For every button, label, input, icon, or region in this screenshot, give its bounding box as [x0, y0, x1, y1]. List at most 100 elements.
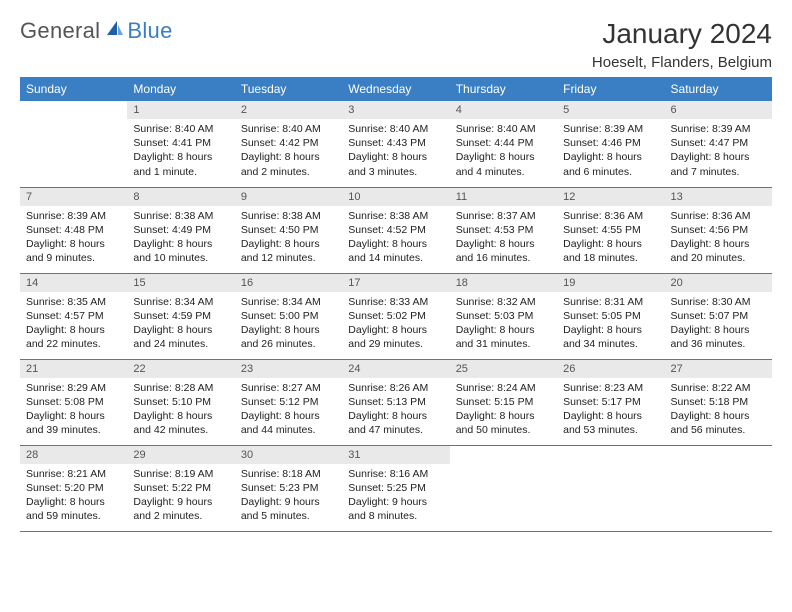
day-detail-line: Sunrise: 8:40 AM: [133, 122, 228, 136]
day-detail-line: Sunrise: 8:22 AM: [671, 381, 766, 395]
day-detail-line: Sunrise: 8:32 AM: [456, 295, 551, 309]
calendar-header-row: SundayMondayTuesdayWednesdayThursdayFrid…: [20, 77, 772, 101]
day-number: 12: [557, 188, 664, 206]
weekday-header: Sunday: [20, 77, 127, 101]
calendar-week-row: 28Sunrise: 8:21 AMSunset: 5:20 PMDayligh…: [20, 445, 772, 531]
day-number: 9: [235, 188, 342, 206]
calendar-day-cell: 14Sunrise: 8:35 AMSunset: 4:57 PMDayligh…: [20, 273, 127, 359]
calendar-day-cell: 3Sunrise: 8:40 AMSunset: 4:43 PMDaylight…: [342, 101, 449, 187]
day-detail-line: Sunrise: 8:31 AM: [563, 295, 658, 309]
day-number: 8: [127, 188, 234, 206]
day-number: 2: [235, 101, 342, 119]
day-detail-line: Daylight: 8 hours and 3 minutes.: [348, 150, 443, 178]
day-detail-line: Daylight: 9 hours and 5 minutes.: [241, 495, 336, 523]
calendar-day-cell: 8Sunrise: 8:38 AMSunset: 4:49 PMDaylight…: [127, 187, 234, 273]
day-detail-line: Sunrise: 8:38 AM: [348, 209, 443, 223]
day-detail-line: Daylight: 8 hours and 47 minutes.: [348, 409, 443, 437]
day-number: 16: [235, 274, 342, 292]
day-detail-line: Sunrise: 8:39 AM: [671, 122, 766, 136]
day-detail-line: Sunset: 5:10 PM: [133, 395, 228, 409]
day-number: 31: [342, 446, 449, 464]
calendar-day-cell: 20Sunrise: 8:30 AMSunset: 5:07 PMDayligh…: [665, 273, 772, 359]
day-detail-line: Daylight: 8 hours and 9 minutes.: [26, 237, 121, 265]
day-number: 1: [127, 101, 234, 119]
calendar-day-cell: 5Sunrise: 8:39 AMSunset: 4:46 PMDaylight…: [557, 101, 664, 187]
calendar-day-cell: 9Sunrise: 8:38 AMSunset: 4:50 PMDaylight…: [235, 187, 342, 273]
day-detail-line: Sunrise: 8:35 AM: [26, 295, 121, 309]
brand-part2: Blue: [127, 18, 172, 44]
calendar-day-cell: 4Sunrise: 8:40 AMSunset: 4:44 PMDaylight…: [450, 101, 557, 187]
day-detail-line: Sunrise: 8:36 AM: [563, 209, 658, 223]
day-detail-line: Daylight: 8 hours and 20 minutes.: [671, 237, 766, 265]
day-number: 10: [342, 188, 449, 206]
weekday-header: Thursday: [450, 77, 557, 101]
calendar-day-cell: 24Sunrise: 8:26 AMSunset: 5:13 PMDayligh…: [342, 359, 449, 445]
calendar-week-row: 1Sunrise: 8:40 AMSunset: 4:41 PMDaylight…: [20, 101, 772, 187]
day-detail-line: Sunrise: 8:18 AM: [241, 467, 336, 481]
brand-part1: General: [20, 18, 100, 44]
calendar-day-cell: 27Sunrise: 8:22 AMSunset: 5:18 PMDayligh…: [665, 359, 772, 445]
day-detail-line: Sunset: 5:08 PM: [26, 395, 121, 409]
day-detail-line: Daylight: 8 hours and 4 minutes.: [456, 150, 551, 178]
calendar-day-cell: 17Sunrise: 8:33 AMSunset: 5:02 PMDayligh…: [342, 273, 449, 359]
day-detail-line: Daylight: 8 hours and 2 minutes.: [241, 150, 336, 178]
day-detail-line: Daylight: 8 hours and 16 minutes.: [456, 237, 551, 265]
day-number: 14: [20, 274, 127, 292]
day-details: Sunrise: 8:40 AMSunset: 4:41 PMDaylight:…: [127, 119, 234, 183]
day-detail-line: Daylight: 8 hours and 14 minutes.: [348, 237, 443, 265]
day-details: Sunrise: 8:39 AMSunset: 4:47 PMDaylight:…: [665, 119, 772, 183]
day-details: Sunrise: 8:40 AMSunset: 4:44 PMDaylight:…: [450, 119, 557, 183]
day-details: Sunrise: 8:34 AMSunset: 4:59 PMDaylight:…: [127, 292, 234, 356]
day-details: Sunrise: 8:23 AMSunset: 5:17 PMDaylight:…: [557, 378, 664, 442]
day-detail-line: Sunrise: 8:26 AM: [348, 381, 443, 395]
day-details: Sunrise: 8:16 AMSunset: 5:25 PMDaylight:…: [342, 464, 449, 528]
day-detail-line: Daylight: 8 hours and 59 minutes.: [26, 495, 121, 523]
day-details: Sunrise: 8:24 AMSunset: 5:15 PMDaylight:…: [450, 378, 557, 442]
day-number: 23: [235, 360, 342, 378]
weekday-header: Friday: [557, 77, 664, 101]
day-detail-line: Sunset: 4:46 PM: [563, 136, 658, 150]
day-detail-line: Sunset: 4:41 PM: [133, 136, 228, 150]
day-details: Sunrise: 8:29 AMSunset: 5:08 PMDaylight:…: [20, 378, 127, 442]
day-detail-line: Sunset: 4:52 PM: [348, 223, 443, 237]
day-details: Sunrise: 8:36 AMSunset: 4:55 PMDaylight:…: [557, 206, 664, 270]
calendar-day-cell: 29Sunrise: 8:19 AMSunset: 5:22 PMDayligh…: [127, 445, 234, 531]
day-number: 21: [20, 360, 127, 378]
day-number: [450, 446, 557, 452]
day-number: 19: [557, 274, 664, 292]
calendar-table: SundayMondayTuesdayWednesdayThursdayFrid…: [20, 77, 772, 532]
day-detail-line: Sunset: 5:18 PM: [671, 395, 766, 409]
day-detail-line: Sunset: 4:47 PM: [671, 136, 766, 150]
day-detail-line: Sunrise: 8:33 AM: [348, 295, 443, 309]
day-detail-line: Daylight: 8 hours and 56 minutes.: [671, 409, 766, 437]
month-title: January 2024: [592, 18, 772, 50]
day-details: Sunrise: 8:22 AMSunset: 5:18 PMDaylight:…: [665, 378, 772, 442]
day-number: 4: [450, 101, 557, 119]
day-detail-line: Sunset: 4:53 PM: [456, 223, 551, 237]
day-detail-line: Sunrise: 8:27 AM: [241, 381, 336, 395]
day-detail-line: Sunrise: 8:38 AM: [133, 209, 228, 223]
day-number: 18: [450, 274, 557, 292]
day-detail-line: Sunset: 5:17 PM: [563, 395, 658, 409]
day-number: 5: [557, 101, 664, 119]
day-details: Sunrise: 8:38 AMSunset: 4:49 PMDaylight:…: [127, 206, 234, 270]
day-number: [665, 446, 772, 452]
day-detail-line: Daylight: 8 hours and 10 minutes.: [133, 237, 228, 265]
day-number: 22: [127, 360, 234, 378]
calendar-day-cell: 23Sunrise: 8:27 AMSunset: 5:12 PMDayligh…: [235, 359, 342, 445]
day-detail-line: Sunset: 5:03 PM: [456, 309, 551, 323]
day-details: Sunrise: 8:37 AMSunset: 4:53 PMDaylight:…: [450, 206, 557, 270]
day-detail-line: Sunset: 4:57 PM: [26, 309, 121, 323]
day-detail-line: Sunset: 4:43 PM: [348, 136, 443, 150]
day-detail-line: Sunrise: 8:40 AM: [348, 122, 443, 136]
calendar-day-cell: 7Sunrise: 8:39 AMSunset: 4:48 PMDaylight…: [20, 187, 127, 273]
weekday-header: Saturday: [665, 77, 772, 101]
day-details: Sunrise: 8:33 AMSunset: 5:02 PMDaylight:…: [342, 292, 449, 356]
calendar-day-cell: 18Sunrise: 8:32 AMSunset: 5:03 PMDayligh…: [450, 273, 557, 359]
calendar-day-cell: 1Sunrise: 8:40 AMSunset: 4:41 PMDaylight…: [127, 101, 234, 187]
calendar-day-cell: [20, 101, 127, 187]
day-number: 26: [557, 360, 664, 378]
calendar-week-row: 14Sunrise: 8:35 AMSunset: 4:57 PMDayligh…: [20, 273, 772, 359]
day-detail-line: Daylight: 8 hours and 6 minutes.: [563, 150, 658, 178]
day-detail-line: Sunset: 4:55 PM: [563, 223, 658, 237]
